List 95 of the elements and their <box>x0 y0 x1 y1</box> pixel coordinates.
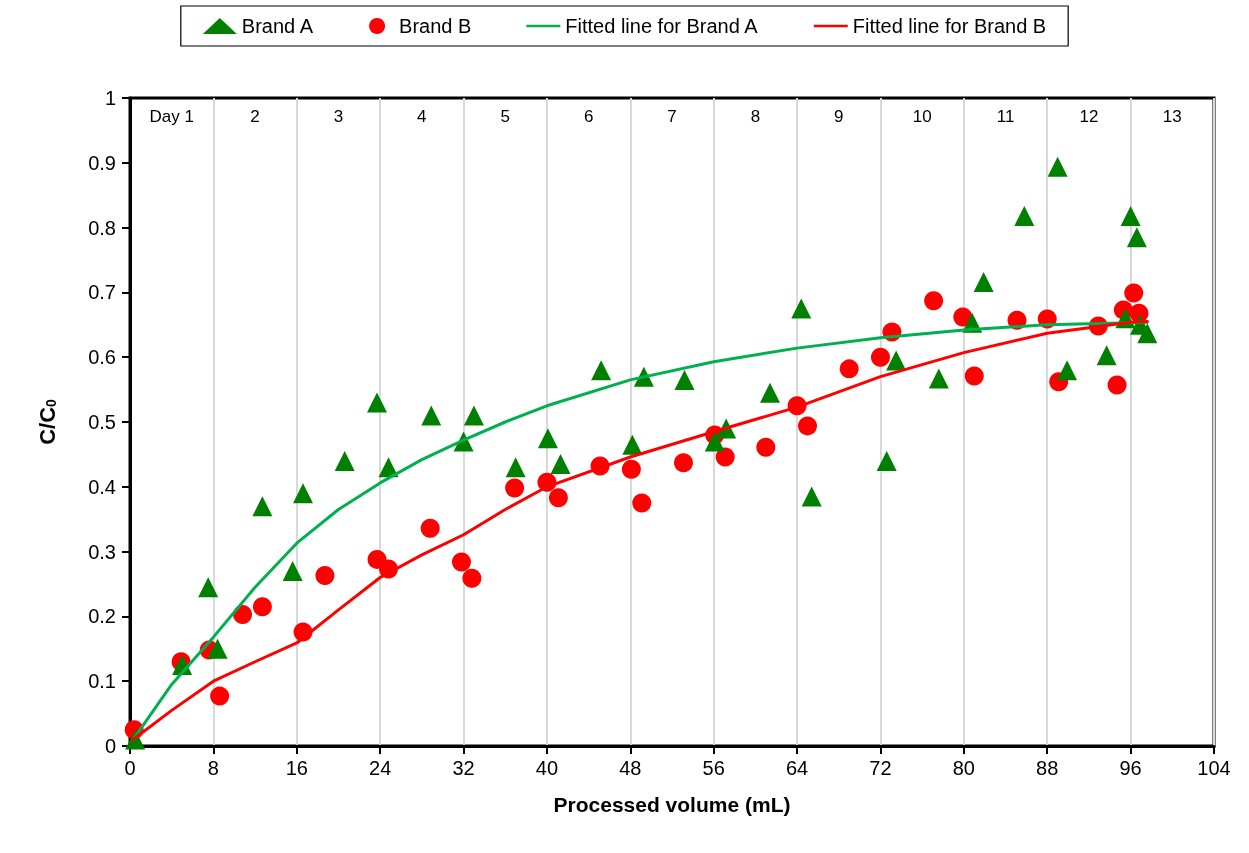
annotation: 2 <box>250 106 260 126</box>
x-tick-label: 8 <box>207 757 219 779</box>
point <box>451 552 471 572</box>
point <box>1107 375 1127 395</box>
point <box>839 359 859 379</box>
point <box>293 483 314 504</box>
point <box>462 568 482 588</box>
x-tick-label: 56 <box>702 757 725 779</box>
annotation: 13 <box>1162 106 1182 126</box>
x-tick-label: 0 <box>124 757 136 779</box>
point <box>252 496 273 517</box>
point <box>876 450 897 471</box>
legend-label: Brand B <box>399 15 472 37</box>
point <box>928 368 949 389</box>
x-tick-label: 80 <box>952 757 975 779</box>
x-tick-label: 16 <box>285 757 308 779</box>
annotation: 5 <box>500 106 510 126</box>
point <box>463 405 484 426</box>
x-tick-label: 24 <box>369 757 392 779</box>
point <box>886 350 907 371</box>
annotation: 11 <box>996 106 1015 126</box>
y-tick-label: 0.5 <box>88 411 116 433</box>
y-tick-label: 0.7 <box>88 281 116 304</box>
point <box>801 486 822 507</box>
x-axis-title: Processed volume (mL) <box>553 793 791 816</box>
point <box>591 360 612 381</box>
point <box>973 272 994 293</box>
point <box>367 392 388 413</box>
annotation: 3 <box>333 106 344 126</box>
point <box>924 291 944 311</box>
point <box>378 457 399 478</box>
point <box>537 428 558 449</box>
point <box>210 686 230 706</box>
point <box>759 382 780 403</box>
point <box>756 437 776 457</box>
point <box>870 347 890 367</box>
point <box>1126 227 1147 248</box>
y-tick-label: 0.1 <box>88 670 116 693</box>
point <box>964 366 984 386</box>
annotation: 6 <box>583 106 594 126</box>
point <box>673 453 693 473</box>
point <box>1124 283 1144 303</box>
point <box>198 577 219 598</box>
y-tick-label: 0.4 <box>88 475 116 498</box>
legend-label: Fitted line for Brand A <box>565 15 759 37</box>
point <box>505 478 525 498</box>
point <box>1047 156 1068 177</box>
annotation: 8 <box>750 106 761 126</box>
point <box>334 450 355 471</box>
point <box>548 488 568 508</box>
annotation: 12 <box>1079 106 1099 126</box>
y-tick-label: 1 <box>104 87 116 109</box>
y-axis-title: C/C0 <box>34 398 60 445</box>
point <box>1120 205 1141 226</box>
point <box>207 638 228 659</box>
point <box>622 434 643 455</box>
annotation: 4 <box>417 106 427 126</box>
y-tick-label: 0.3 <box>88 540 116 563</box>
point <box>704 431 725 452</box>
legend-label: Fitted line for Brand B <box>852 15 1047 37</box>
point <box>715 447 735 467</box>
annotation: 7 <box>667 106 677 126</box>
y-tick-label: 0.6 <box>88 346 116 369</box>
point <box>798 416 817 436</box>
x-tick-label: 88 <box>1036 757 1059 779</box>
point <box>315 566 335 586</box>
x-tick-label: 40 <box>535 757 559 779</box>
y-tick-label: 0.8 <box>88 216 116 239</box>
legend-label: Brand A <box>241 15 314 37</box>
point <box>632 493 652 513</box>
y-tick-label: 0 <box>104 735 116 757</box>
point <box>420 518 440 538</box>
point <box>1096 345 1117 366</box>
point <box>1014 205 1035 226</box>
y-tick-label: 0.9 <box>88 151 116 174</box>
point <box>505 457 526 478</box>
point <box>1057 360 1078 381</box>
x-tick-label: 72 <box>869 757 892 779</box>
annotation: 9 <box>834 106 844 126</box>
point <box>791 298 812 319</box>
point <box>674 369 695 390</box>
point <box>1137 323 1158 344</box>
annotation: Day 1 <box>149 106 194 126</box>
x-tick-label: 64 <box>785 757 809 779</box>
x-tick-label: 48 <box>619 757 642 779</box>
point <box>252 597 272 617</box>
x-tick-label: 104 <box>1197 757 1231 779</box>
point <box>282 561 303 582</box>
point <box>421 405 442 426</box>
point <box>550 454 571 475</box>
point <box>621 459 641 479</box>
annotation: 10 <box>912 106 932 126</box>
y-tick-label: 0.2 <box>88 605 116 628</box>
x-tick-label: 96 <box>1119 757 1142 779</box>
x-tick-label: 32 <box>452 757 475 779</box>
